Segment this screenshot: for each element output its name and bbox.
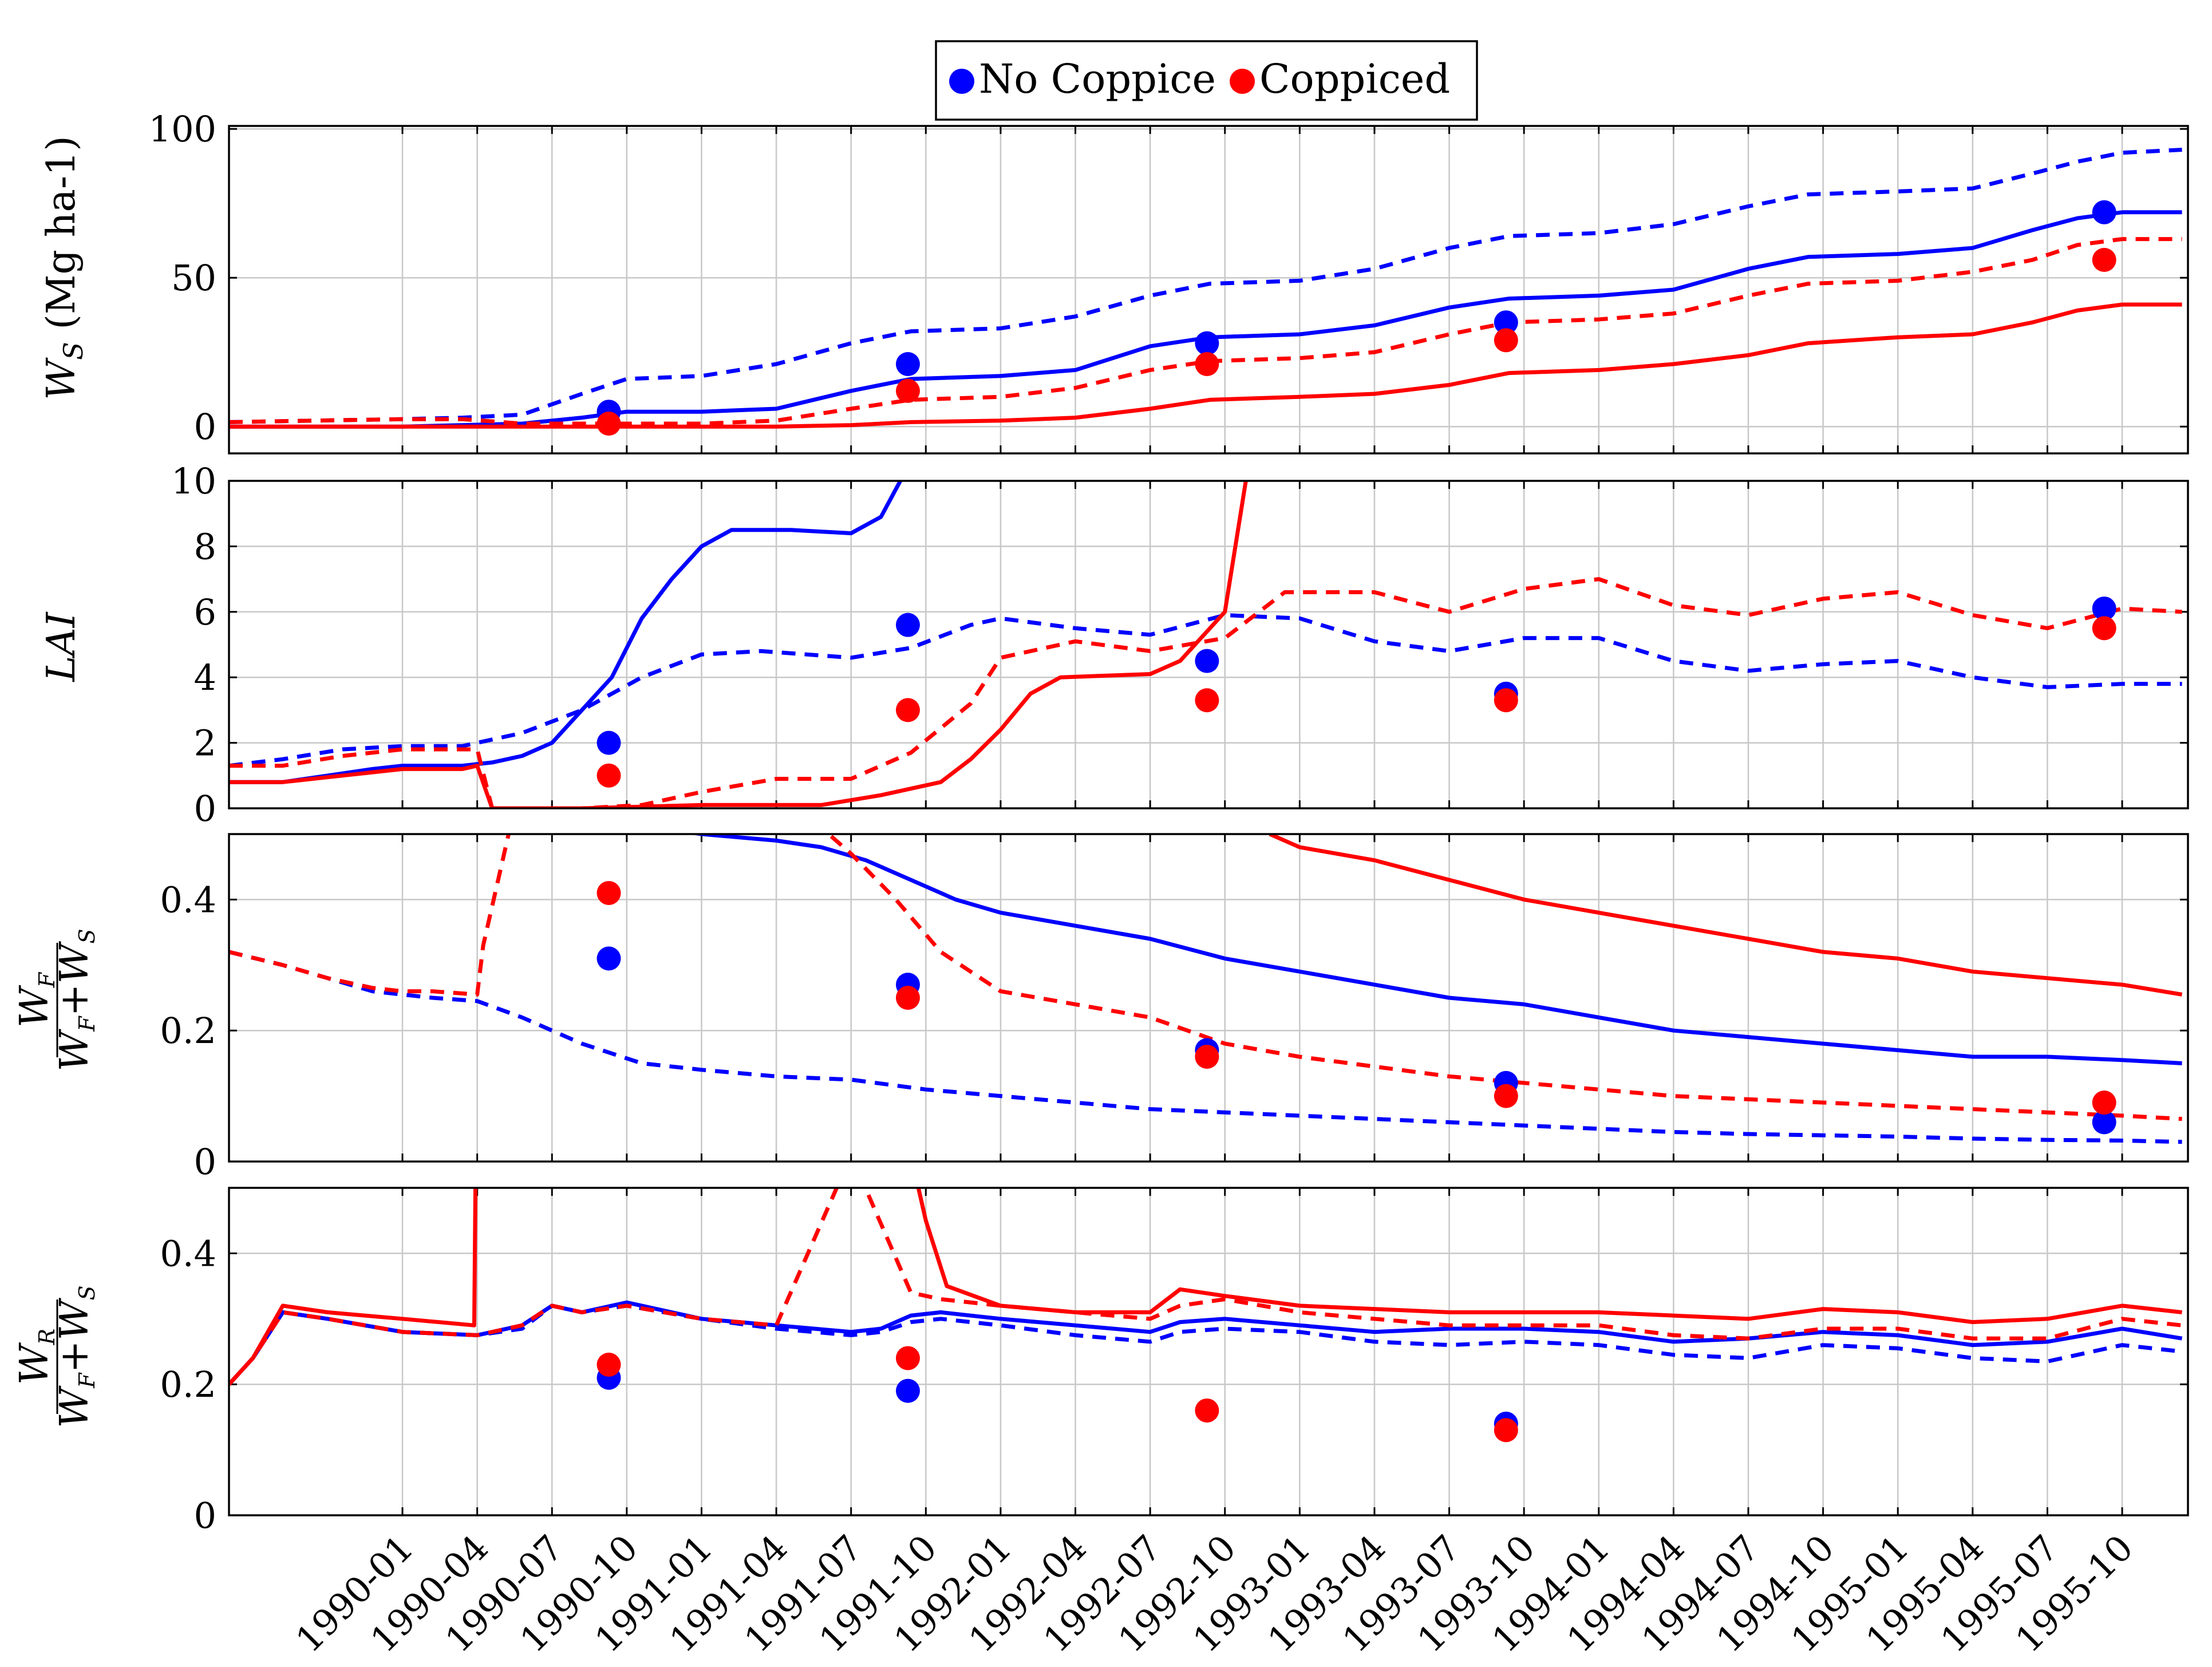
panel-frame-wf_ratio	[228, 833, 2189, 1163]
panel-wr_ratio: 0 0.2 0.4	[160, 1187, 2189, 1536]
coppiced-observation-marker	[597, 763, 621, 788]
coppiced-observation-marker	[1494, 1084, 1518, 1108]
coppiced-dashed-line	[229, 1188, 2182, 1386]
no-coppice-solid-line	[229, 210, 2182, 429]
panel-wf_ratio: 0 0.2 0.4	[160, 833, 2189, 1183]
ylabel-wf-ratio: WF WF+WS	[12, 929, 100, 1071]
legend-marker-coppiced	[1230, 69, 1255, 94]
coppiced-dashed-line	[229, 577, 2182, 808]
ylabel-ws: WS (Mg ha-1)	[39, 136, 89, 400]
no-coppice-observation-marker	[597, 730, 621, 755]
y-tick-label: 4	[194, 657, 216, 698]
coppiced-observation-marker	[597, 1352, 621, 1377]
y-tick-label: 0	[194, 406, 216, 448]
no-coppice-observation-marker	[1195, 649, 1219, 673]
legend-label-coppiced: Coppiced	[1259, 56, 1450, 102]
no-coppice-dashed-line	[229, 148, 2182, 424]
panel-frame-lai	[228, 480, 2189, 809]
legend: No Coppice Coppiced	[935, 40, 1478, 121]
coppiced-observation-marker	[1195, 1398, 1219, 1423]
no-coppice-observation-marker	[597, 946, 621, 971]
no-coppice-observation-marker	[2092, 200, 2116, 224]
coppiced-observation-marker	[895, 1346, 920, 1370]
y-tick-label: 10	[171, 460, 216, 502]
no-coppice-observation-marker	[1494, 310, 1518, 335]
coppiced-observation-marker	[597, 412, 621, 436]
series-group-ws	[229, 148, 2182, 436]
ylabel-wr-num-sub: R	[34, 1329, 60, 1346]
legend-box	[935, 40, 1478, 121]
series-group-wf_ratio	[229, 834, 2183, 1144]
y-tick-label: 0	[194, 1141, 216, 1183]
ylabel-wf-num-sub: F	[34, 971, 60, 988]
no-coppice-solid-line	[229, 481, 903, 784]
coppiced-solid-line	[229, 1188, 2182, 1386]
coppiced-observation-marker	[2092, 1091, 2116, 1115]
svg-text:WF: WF	[12, 971, 60, 1028]
ylabel-ws-sub: S	[58, 342, 89, 360]
ylabel-lai-text: LAI	[39, 611, 84, 682]
no-coppice-observation-marker	[895, 352, 920, 376]
y-tick-label: 6	[194, 591, 216, 633]
coppiced-observation-marker	[2092, 616, 2116, 641]
panel-frame-wr_ratio	[228, 1187, 2189, 1516]
coppiced-observation-marker	[1195, 352, 1219, 376]
y-tick-label: 8	[194, 526, 216, 567]
panel-frame-ws	[228, 125, 2189, 455]
coppiced-observation-marker	[895, 378, 920, 403]
coppiced-observation-marker	[2092, 248, 2116, 272]
series-group-wr_ratio	[229, 1188, 2183, 1443]
panel-ws: 0 50 100	[149, 108, 2189, 455]
ylabel-wr-den: WF+WS	[52, 1285, 100, 1428]
coppiced-dashed-line	[229, 834, 2182, 1121]
legend-label-no-coppice: No Coppice	[979, 56, 1216, 102]
no-coppice-solid-line	[229, 1300, 2183, 1386]
y-tick-label: 0.4	[160, 1233, 216, 1274]
panel-lai: 0 2 4 6 8 10	[171, 460, 2189, 829]
coppiced-observation-marker	[1195, 688, 1219, 713]
y-tick-label: 100	[149, 108, 216, 150]
no-coppice-solid-line	[688, 834, 2182, 1065]
no-coppice-observation-marker	[2092, 597, 2116, 621]
y-tick-label: 0	[194, 1495, 216, 1536]
no-coppice-observation-marker	[2092, 1110, 2116, 1135]
no-coppice-observation-marker	[895, 613, 920, 637]
no-coppice-dashed-line	[229, 950, 2182, 1144]
ylabel-lai: LAI	[39, 611, 84, 682]
coppiced-observation-marker	[895, 698, 920, 722]
y-tick-label: 0	[194, 788, 216, 829]
ylabel-wf-num: W	[12, 985, 57, 1028]
ylabel-ws-unit: (Mg ha-1)	[39, 136, 84, 342]
y-tick-label: 0.4	[160, 879, 216, 921]
no-coppice-dashed-line	[229, 613, 2182, 768]
legend-marker-no-coppice	[949, 69, 974, 94]
coppiced-observation-marker	[1494, 1418, 1518, 1443]
series-group-lai	[229, 481, 2182, 808]
svg-text:WR: WR	[12, 1329, 60, 1385]
coppiced-observation-marker	[1494, 688, 1518, 713]
ylabel-wf-den: WF+WS	[52, 929, 100, 1071]
coppiced-observation-marker	[597, 880, 621, 905]
no-coppice-observation-marker	[1195, 331, 1219, 355]
y-tick-label: 0.2	[160, 1364, 216, 1405]
coppiced-observation-marker	[895, 986, 920, 1010]
svg-text:WS (Mg ha-1): WS (Mg ha-1)	[39, 136, 89, 400]
y-tick-label: 50	[171, 257, 216, 299]
y-tick-label: 2	[194, 722, 216, 764]
coppiced-observation-marker	[1195, 1044, 1219, 1069]
coppiced-solid-line	[229, 302, 2182, 429]
coppiced-observation-marker	[1494, 328, 1518, 353]
coppiced-solid-line	[229, 481, 1249, 808]
x-axis-ticks: 1990-011990-041990-071990-101991-011991-…	[287, 1527, 2141, 1661]
ylabel-wr-ratio: WR WF+WS	[12, 1285, 100, 1428]
no-coppice-dashed-line	[229, 1303, 2182, 1386]
ylabel-ws-main: W	[39, 357, 84, 400]
coppiced-solid-line	[1269, 834, 2183, 997]
no-coppice-observation-marker	[895, 1378, 920, 1403]
y-tick-label: 0.2	[160, 1010, 216, 1052]
ylabel-wr-num: W	[12, 1342, 57, 1385]
